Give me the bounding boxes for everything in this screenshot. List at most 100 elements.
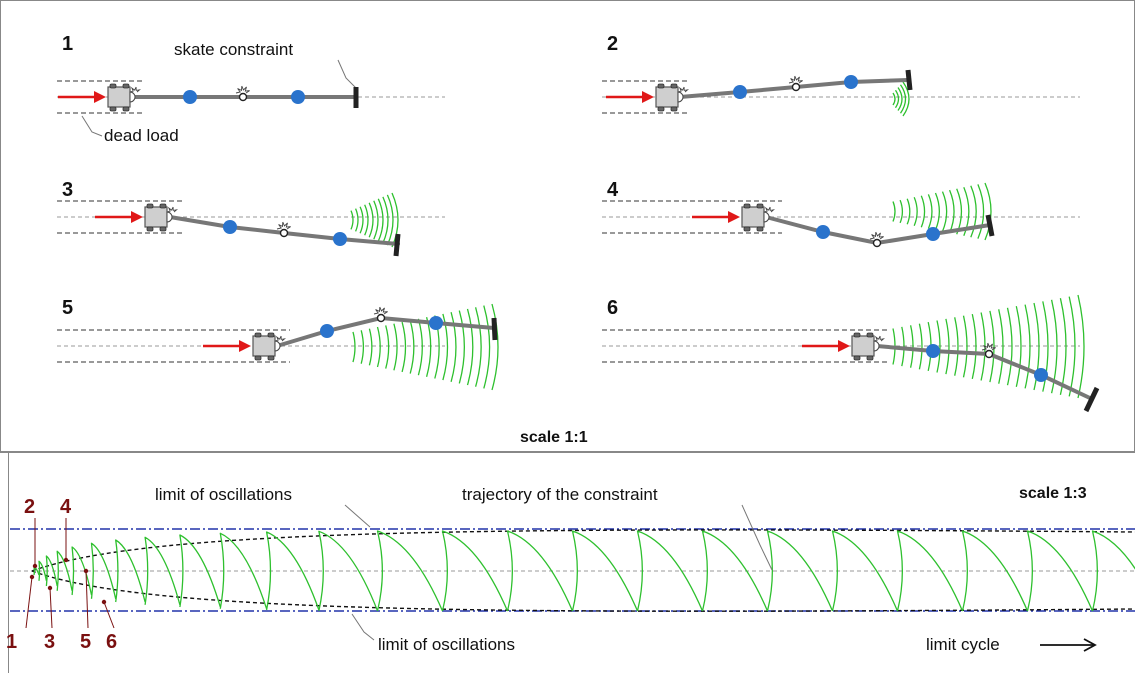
panel-3-cart-spark [166,206,179,213]
panel-1-cart-nose [129,91,136,103]
panel-4-skate-constraint [985,214,995,237]
panel-3-cart-nose [166,211,173,223]
state-panel-5 [57,303,499,391]
panel-2-hinge [791,82,801,92]
panel-6-hinge [984,349,994,359]
panel-5-cart-wheel [267,332,275,338]
panel-2-mass [844,75,858,89]
step-markers: 2 4 1 3 5 6 [6,496,117,653]
panel-4-cart-nose [763,211,770,223]
panel-4-mass [816,225,830,239]
panel-5-cart-wheel [254,332,262,338]
panel-1-cart-wheel [122,106,130,112]
panel-5-hinge-spark [373,306,388,315]
panel-2-cart-body [655,86,679,108]
panel-4-cart-wheel [756,226,764,232]
leader-dead-load [81,115,103,137]
step-leader-bottom [25,576,33,629]
panel-6-mass [926,344,940,358]
panel-3-cart-wheel [159,203,167,209]
step-leader-bottom [103,601,115,629]
panel-2-hinge-spark [788,75,803,84]
panel-4-cart-wheel [743,203,751,209]
state-panel-2 [602,69,1080,117]
panel-2-skate-constraint [905,69,913,91]
panel-number-5: 5 [62,297,73,319]
label-dead-load: dead load [104,126,179,145]
panel-4-cart-wheel [756,203,764,209]
state-panel-4 [602,182,1080,248]
panel-2-cart-wheel [670,83,678,89]
panel-6-cart-wheel [866,332,874,338]
panel-6-cart-wheel [853,355,861,361]
step-label-3: 3 [44,631,55,653]
panel-4-cart-wheel [743,226,751,232]
panel-2-mass [733,85,747,99]
panel-3-skate-constraint [393,233,401,257]
panel-1-hinge [238,92,248,102]
envelope-bottom [31,570,1135,612]
label-limit-bottom: limit of oscillations [378,635,515,654]
panel-4-mass [926,227,940,241]
panel-6-cart-nose [873,340,880,352]
panel-3-hinge-spark [276,221,291,230]
panel-1-mass [291,90,305,104]
panel-2-cart-nose [677,91,684,103]
limit-cycle-arrowhead [1083,638,1097,652]
panel-1-hinge-spark [235,85,250,94]
step-label-4: 4 [60,496,72,518]
panel-6-cart-body [851,335,875,357]
panel-5-dead-load-arrow-head [239,340,251,352]
panel-1-cart-wheel [109,106,117,112]
panel-3-cart-wheel [146,226,154,232]
state-panel-3 [57,192,445,257]
panel-3-mass [333,232,347,246]
panel-6-rod [875,344,1094,401]
panel-2-cart-wheel [670,106,678,112]
label-limit-cycle: limit cycle [926,635,1000,654]
panel-number-4: 4 [607,179,619,201]
panel-5-constraint-trajectory [352,303,499,391]
panel-6-skate-constraint [1083,386,1100,413]
leader-skate-constraint [337,59,357,89]
panel-1-cart-wheel [109,83,117,89]
panel-6-dead-load-arrow-head [838,340,850,352]
step-leader-bottom [85,570,89,629]
state-panel-6 [602,294,1100,413]
panel-3-constraint-trajectory [350,192,399,248]
panel-3-cart-wheel [146,203,154,209]
panel-1-cart-body [107,86,131,108]
label-trajectory: trajectory of the constraint [462,485,658,504]
panel-1-cart-spark [129,86,142,93]
panel-5-cart-wheel [254,355,262,361]
panel-4-dead-load-arrow-head [728,211,740,223]
panel-1-dead-load-arrow-head [94,91,106,103]
step-label-2: 2 [24,496,35,518]
panel-5-cart-spark [274,335,287,342]
panel-1-mass [183,90,197,104]
panel-2-cart-wheel [657,83,665,89]
panel-3-mass [223,220,237,234]
panel-5-mass [429,316,443,330]
panel-number-1: 1 [62,33,73,55]
panel-2-cart-spark [677,86,690,93]
step-label-6: 6 [106,631,117,653]
envelope-top [31,529,1135,572]
label-limit-top: limit of oscillations [155,485,292,504]
panel-4-cart-body [741,206,765,228]
panel-number-6: 6 [607,297,618,319]
panel-5-mass [320,324,334,338]
label-skate-constraint: skate constraint [174,40,293,59]
panel-5-cart-body [252,335,276,357]
panel-3-cart-body [144,206,168,228]
panel-5-cart-nose [274,340,281,352]
panel-6-cart-wheel [866,355,874,361]
panel-3-hinge [279,228,289,238]
scale-label-top: scale 1:1 [520,429,588,446]
leader-limit-bottom [351,613,375,641]
panel-6-cart-wheel [853,332,861,338]
step-label-1: 1 [6,631,17,653]
panel-6-hinge-spark [981,342,996,351]
leader-trajectory [741,504,773,571]
